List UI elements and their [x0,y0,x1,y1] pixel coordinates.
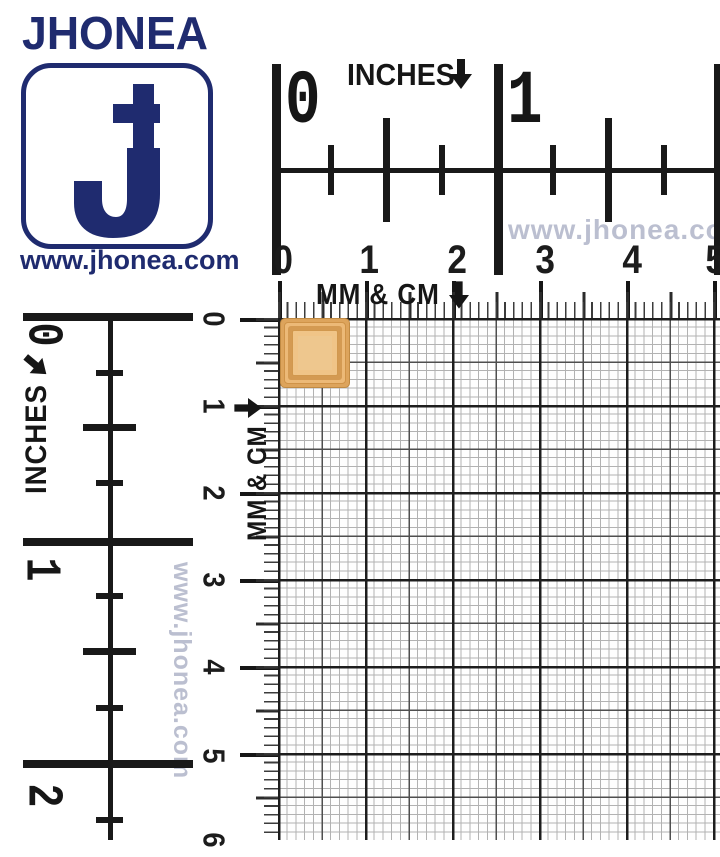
left-mm-number-1: 1 [197,398,232,414]
top-mm-number-3: 3 [535,237,555,282]
graph-paper-grid [278,318,720,840]
top-inch-number-0: 0 [285,59,321,145]
top-mm-number-1: 1 [359,237,379,282]
ruler-tick [494,64,503,275]
left-inch-ruler-line [108,314,113,840]
ruler-tick [96,593,123,599]
bead-center [298,336,332,370]
ruler-tick [550,145,556,195]
ruler-tick [96,370,123,376]
down-arrow-icon [449,281,469,309]
top-inches-unit-label: INCHES [347,57,455,92]
top-mm-ruler-mm-ticks [278,302,720,318]
ruler-tick [661,145,667,195]
brand-title: JHONEA [22,7,208,59]
left-inch-number-0: 0 [13,321,71,347]
down-arrow-icon [450,59,472,89]
left-mm-number-4: 4 [197,659,232,675]
top-mm-number-0: 0 [273,237,293,282]
ruler-tick [23,760,193,768]
left-inch-number-2: 2 [13,782,71,808]
left-mm-ruler-mm-ticks [264,318,278,840]
bead-inner-ring [292,330,338,376]
left-mm-number-0: 0 [197,311,232,327]
ruler-tick [605,118,612,222]
top-mm-unit-label: MM & CM [316,279,440,311]
ruler-tick [383,118,390,222]
ruler-tick [714,64,720,275]
gold-square-bead [280,318,350,388]
left-mm-unit-label: MM & CM [242,425,272,541]
top-mm-number-2: 2 [447,237,467,282]
ruler-tick [83,648,136,655]
ruler-tick [23,313,193,321]
left-mm-number-6: 6 [197,832,232,848]
bead-ring-light [284,322,346,384]
left-mm-number-2: 2 [197,485,232,501]
j-cross-monogram-icon [74,84,160,238]
ruler-tick [23,538,193,546]
left-mm-number-3: 3 [197,572,232,588]
right-arrow-icon [234,398,262,418]
brand-website: www.jhonea.com [20,245,240,275]
ruler-tick [328,145,334,195]
top-mm-number-4: 4 [622,237,642,282]
ruler-tick [96,817,123,823]
watermark-vertical: www.jhonea.com [168,562,196,780]
ruler-tick [96,705,123,711]
right-down-arrow-icon [23,354,47,375]
ruler-tick [96,480,123,486]
watermark-horizontal: www.jhonea.com [508,214,720,245]
bead-ring-dark [288,326,342,380]
ruler-tick [83,424,136,431]
left-inch-number-1: 1 [11,556,69,582]
left-mm-number-5: 5 [197,748,232,764]
top-mm-number-5: 5 [693,238,720,282]
ruler-tick [439,145,445,195]
brand-logo-box [21,63,213,249]
ruler-tick [272,64,281,275]
top-inch-number-1: 1 [507,59,543,145]
left-inches-unit-label: INCHES [20,384,53,494]
